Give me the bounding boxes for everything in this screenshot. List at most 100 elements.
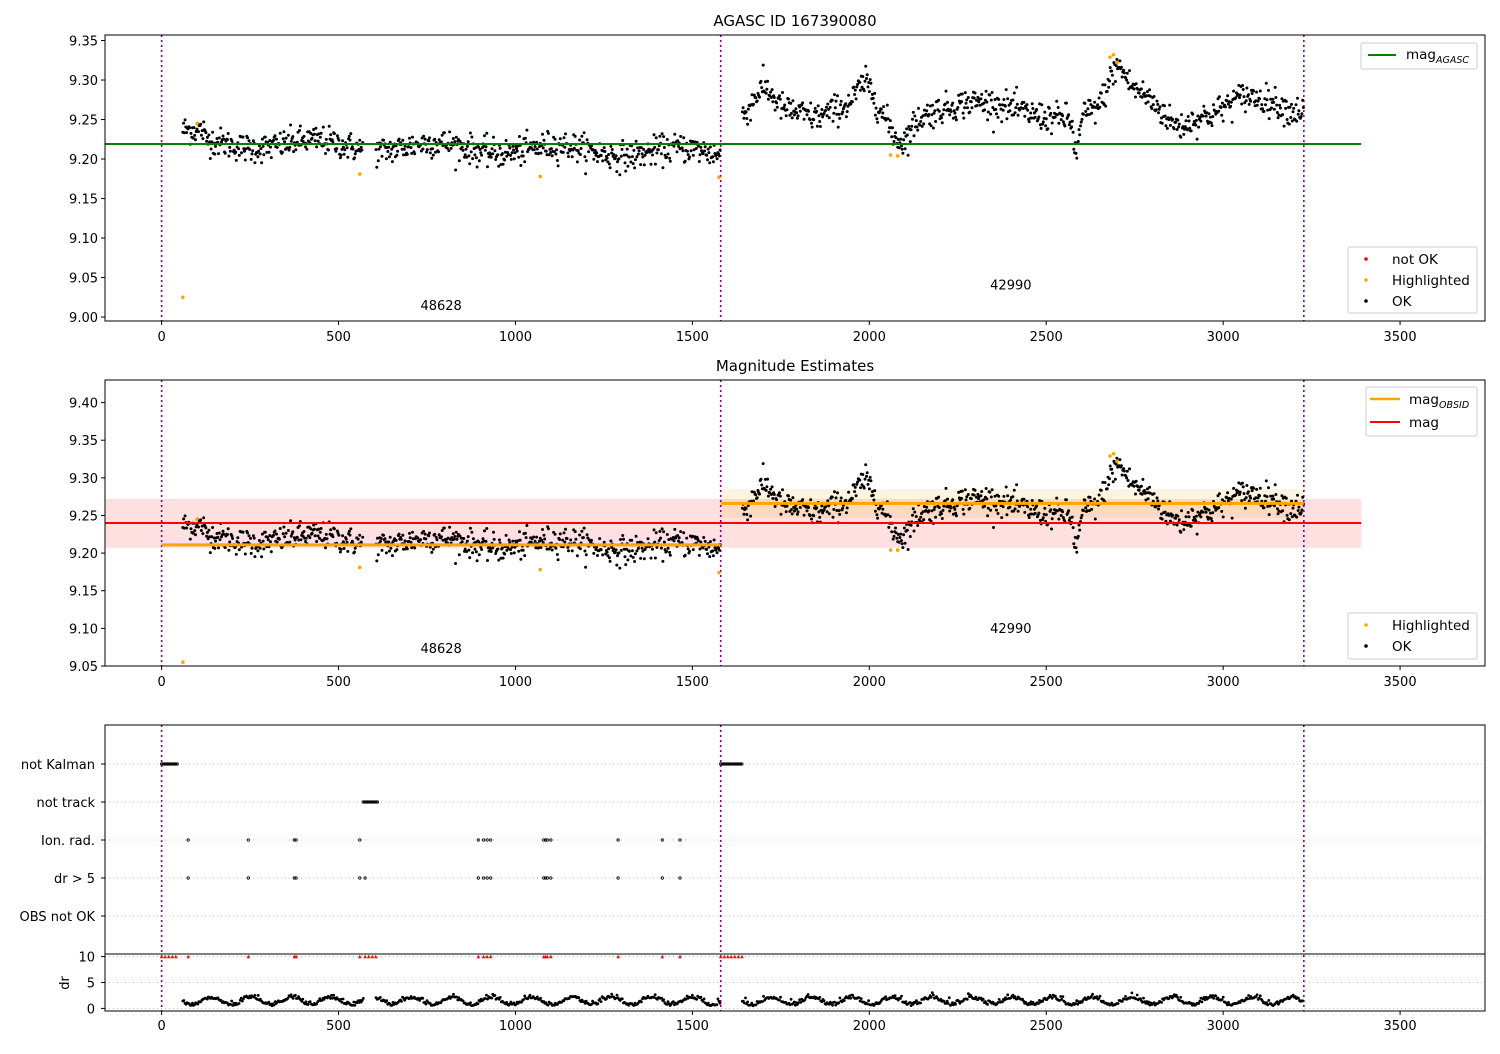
dr-point bbox=[1265, 1001, 1269, 1005]
mag-ok-point bbox=[886, 513, 890, 517]
agasc-ok-point bbox=[1211, 115, 1215, 119]
mag-ok-point bbox=[1186, 523, 1189, 527]
dr-point bbox=[1029, 1000, 1033, 1004]
agasc-ok-point bbox=[1084, 109, 1088, 113]
mag-ok-point bbox=[585, 533, 589, 537]
mag-highlighted-point bbox=[1111, 451, 1116, 456]
dr-point bbox=[620, 997, 624, 1001]
mag-ok-point bbox=[1078, 528, 1082, 532]
agasc-ok-point bbox=[539, 151, 543, 155]
agasc-ok-point bbox=[553, 137, 557, 141]
agasc-ok-point bbox=[1055, 99, 1059, 103]
agasc-ok-point bbox=[1255, 103, 1259, 107]
agasc-ok-point bbox=[1191, 112, 1195, 116]
mag-ok-point bbox=[1080, 513, 1084, 517]
agasc-ok-point bbox=[975, 104, 979, 107]
mag-ok-point bbox=[672, 539, 676, 543]
agasc-ok-point bbox=[982, 101, 986, 105]
mag-ok-point bbox=[673, 527, 677, 531]
agasc-ok-point bbox=[623, 161, 627, 165]
mag-ok-point bbox=[500, 546, 504, 550]
mag-ok-point bbox=[1167, 513, 1171, 517]
mag-ok-point bbox=[1067, 509, 1071, 513]
agasc-ok-point bbox=[1294, 103, 1298, 107]
agasc-ok-point bbox=[1256, 99, 1260, 103]
dr-point bbox=[746, 1000, 749, 1004]
agasc-ok-point bbox=[1249, 99, 1253, 103]
agasc-ok-point bbox=[272, 138, 275, 142]
mag-ok-point bbox=[676, 534, 680, 538]
agasc-ok-point bbox=[1044, 117, 1048, 121]
agasc-ok-point bbox=[408, 136, 411, 140]
agasc-ok-point bbox=[1099, 91, 1103, 95]
agasc-ok-point bbox=[546, 131, 550, 135]
agasc-ok-point bbox=[766, 79, 770, 83]
dr-point bbox=[330, 994, 333, 997]
agasc-ok-point bbox=[1232, 89, 1236, 93]
agasc-ok-point bbox=[289, 123, 293, 127]
agasc-ok-point bbox=[861, 75, 865, 79]
dr-point bbox=[599, 1000, 603, 1003]
agasc-ok-point bbox=[573, 134, 577, 138]
agasc-ok-point bbox=[251, 149, 255, 153]
mag-ok-point bbox=[460, 536, 463, 540]
mag-ok-point bbox=[189, 527, 193, 531]
mag-ok-point bbox=[484, 539, 488, 543]
mag-ok-point bbox=[194, 525, 198, 529]
mag-ok-point bbox=[1265, 495, 1269, 499]
mag-ok-point bbox=[388, 535, 392, 539]
agasc-ok-point bbox=[991, 106, 995, 109]
agasc-ok-point bbox=[189, 131, 193, 135]
mag-ok-point bbox=[337, 533, 341, 537]
agasc-ok-point bbox=[474, 156, 478, 160]
agasc-ok-point bbox=[566, 151, 570, 155]
agasc-ok-point bbox=[752, 102, 755, 106]
agasc-ok-point bbox=[1204, 114, 1208, 118]
mag-ok-point bbox=[423, 532, 427, 536]
agasc-xtick-label: 1500 bbox=[676, 330, 709, 345]
agasc-ok-point bbox=[699, 145, 703, 149]
agasc-ytick-label: 9.35 bbox=[69, 35, 98, 50]
agasc-ok-point bbox=[517, 155, 521, 159]
flag-marker bbox=[726, 762, 730, 766]
dr-point bbox=[794, 1003, 797, 1007]
mag-ok-point bbox=[1238, 493, 1241, 496]
mag-ok-point bbox=[643, 548, 647, 551]
agasc-ok-point bbox=[1287, 122, 1291, 126]
mag-ok-point bbox=[185, 526, 189, 530]
agasc-ok-point bbox=[310, 136, 314, 140]
mag-xtick-label: 3500 bbox=[1384, 675, 1417, 690]
mag-ok-point bbox=[755, 496, 759, 500]
mag-ok-point bbox=[246, 531, 249, 535]
mag-ok-point bbox=[711, 554, 715, 558]
agasc-ok-point bbox=[583, 155, 587, 159]
agasc-ok-point bbox=[997, 97, 1001, 101]
agasc-ok-point bbox=[1033, 115, 1037, 119]
agasc-ok-point bbox=[465, 144, 469, 148]
mag-ok-point bbox=[831, 515, 835, 519]
agasc-ok-point bbox=[839, 99, 843, 103]
mag-ok-point bbox=[605, 550, 609, 554]
agasc-ok-point bbox=[1063, 124, 1067, 128]
agasc-ok-point bbox=[1197, 125, 1201, 129]
agasc-ok-point bbox=[1226, 94, 1230, 98]
mag-ok-point bbox=[524, 536, 528, 540]
mag-ok-point bbox=[284, 531, 288, 535]
agasc-ok-point bbox=[694, 147, 698, 150]
agasc-highlighted-point bbox=[895, 154, 900, 158]
mag-ok-point bbox=[477, 540, 481, 544]
agasc-ok-point bbox=[1148, 94, 1152, 98]
agasc-ok-point bbox=[324, 152, 327, 155]
agasc-ok-point bbox=[835, 112, 839, 116]
agasc-ok-point bbox=[1140, 95, 1144, 99]
flag-marker bbox=[164, 762, 168, 766]
dr-high-marker bbox=[485, 954, 489, 959]
mag-ytick-label: 9.40 bbox=[69, 397, 98, 412]
mag-ok-point bbox=[992, 526, 995, 529]
mag-ok-point bbox=[890, 530, 894, 534]
agasc-ok-point bbox=[622, 153, 626, 157]
agasc-ok-point bbox=[1061, 114, 1065, 118]
agasc-ok-point bbox=[1089, 103, 1093, 107]
agasc-ok-point bbox=[655, 151, 659, 155]
dr-point bbox=[272, 1003, 276, 1007]
